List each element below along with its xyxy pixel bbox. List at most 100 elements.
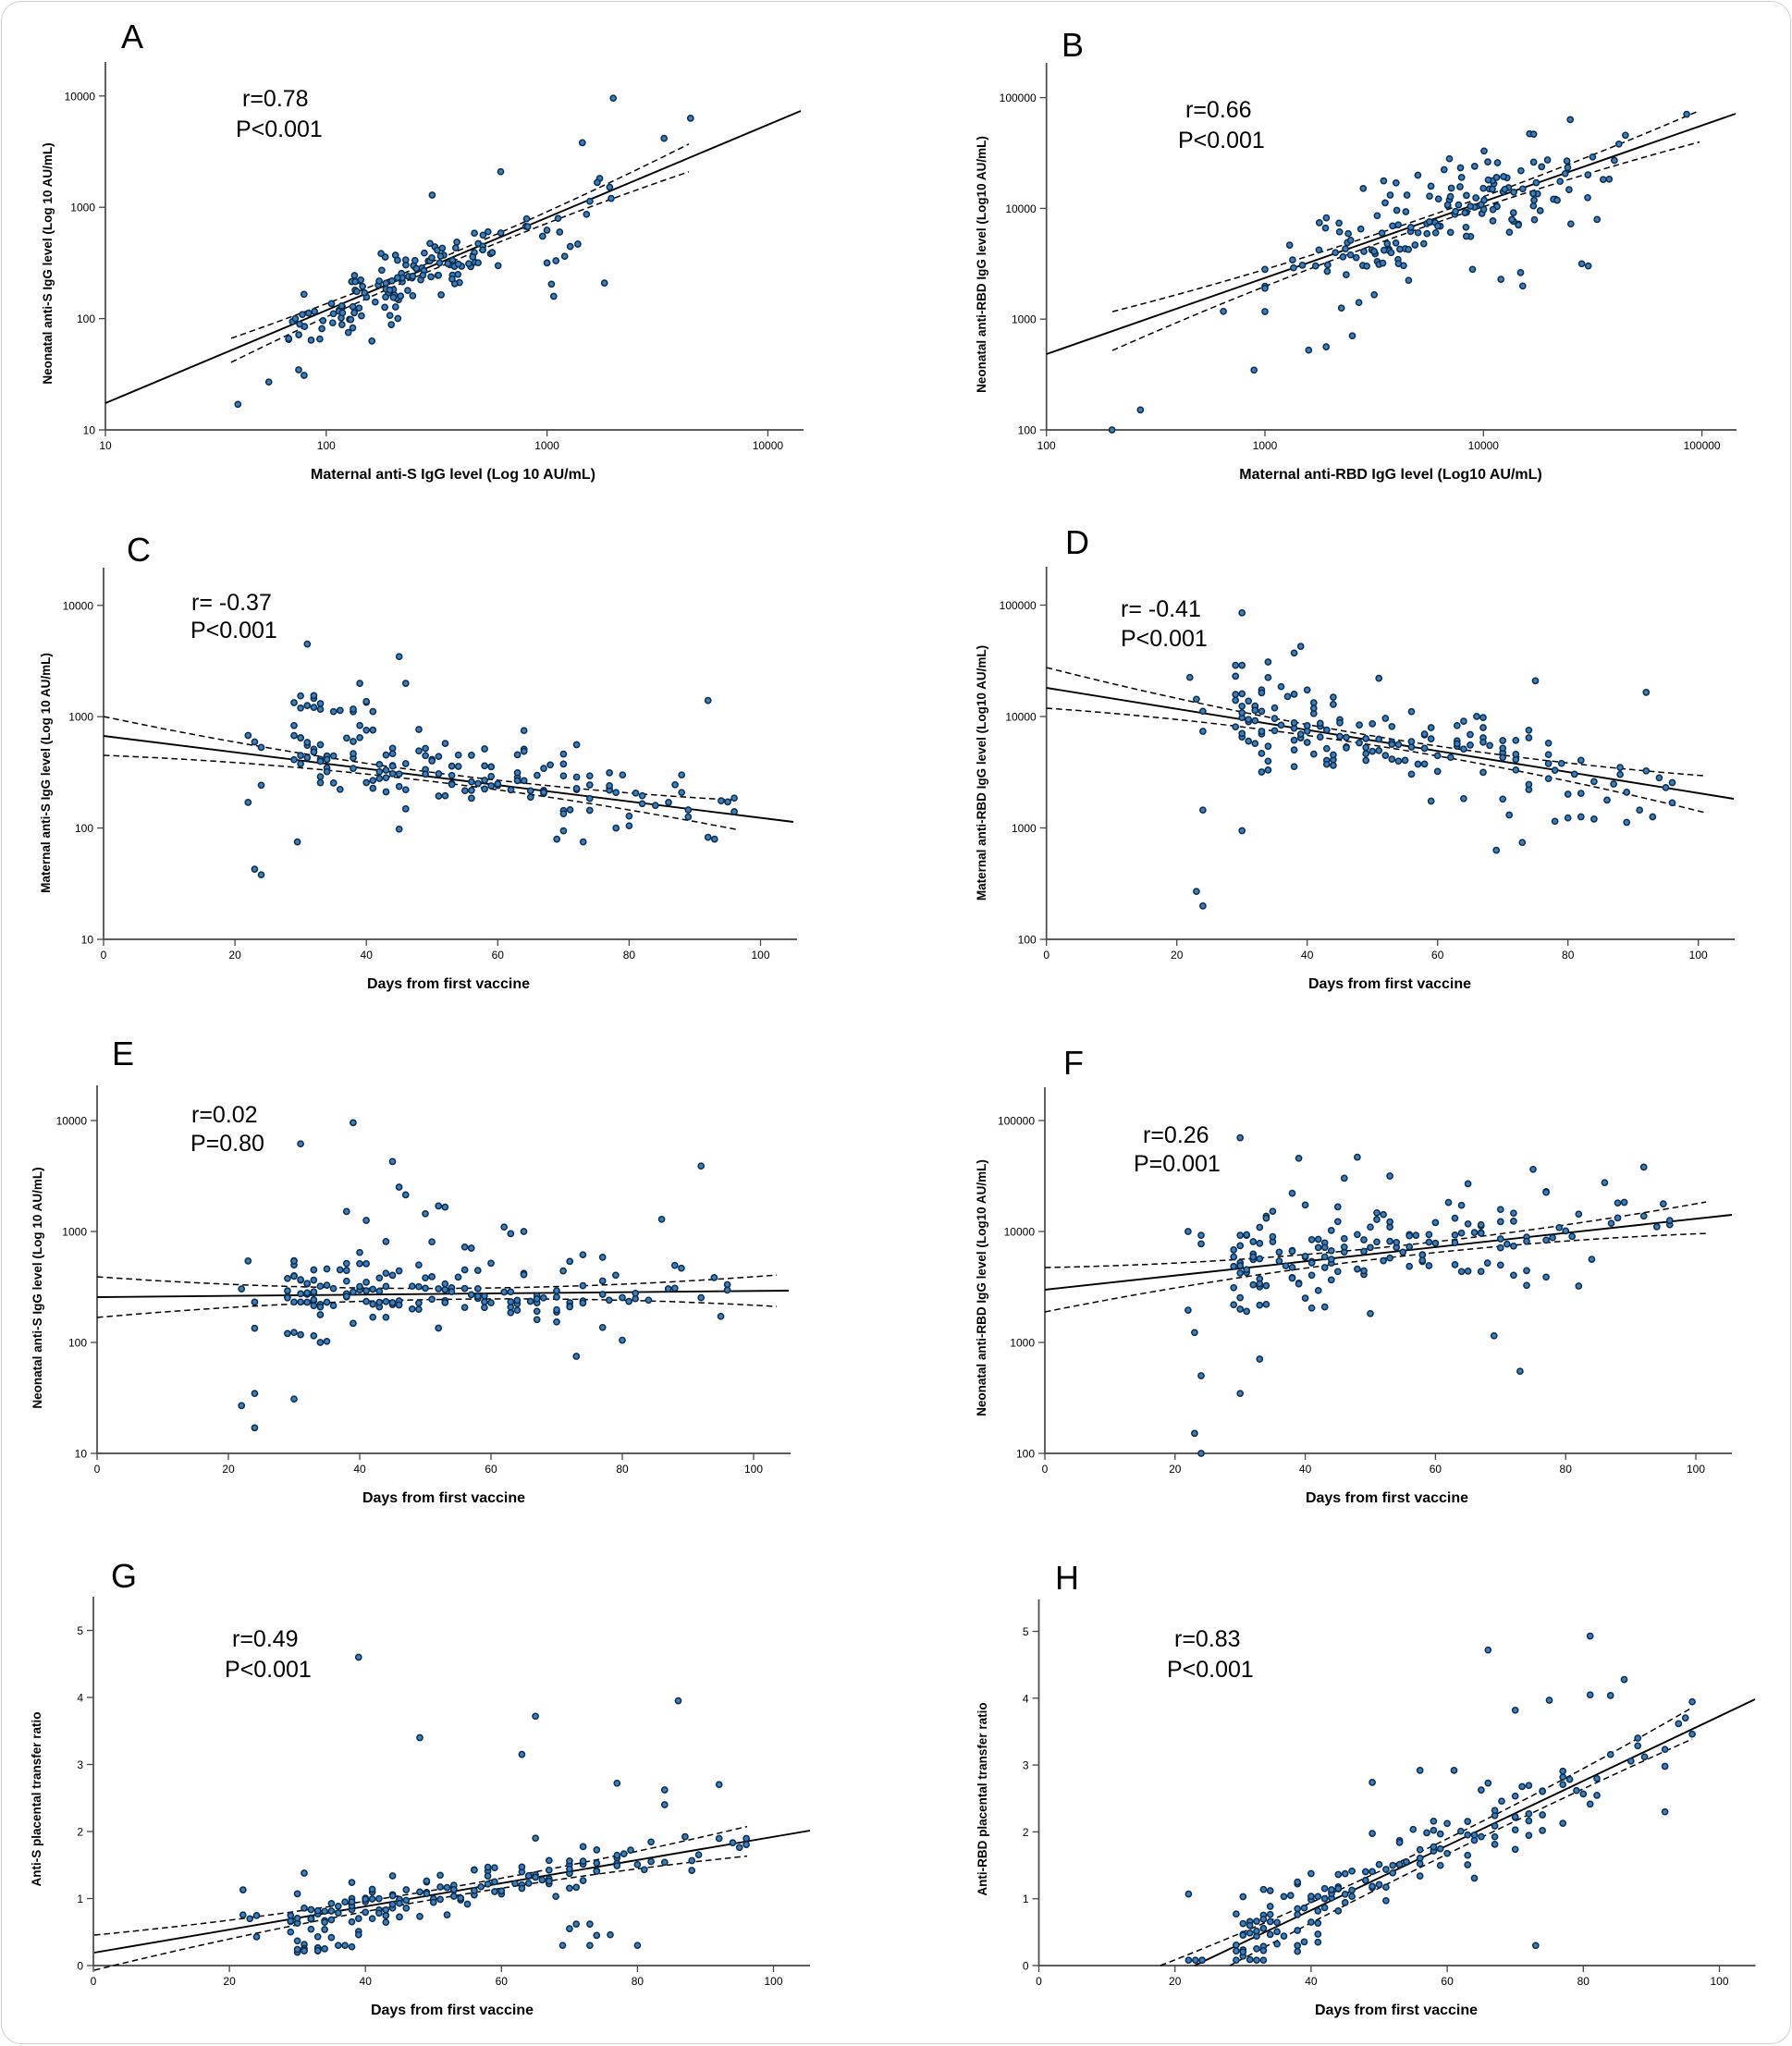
- svg-text:60: 60: [496, 1975, 509, 1988]
- svg-text:100: 100: [751, 949, 769, 962]
- svg-text:Days from first vaccine: Days from first vaccine: [362, 1490, 525, 1506]
- svg-text:20: 20: [1169, 1975, 1182, 1988]
- svg-text:10: 10: [75, 1448, 88, 1461]
- svg-text:100000: 100000: [998, 1115, 1035, 1128]
- svg-text:D: D: [1065, 523, 1089, 561]
- svg-text:80: 80: [1560, 1463, 1573, 1476]
- svg-text:0: 0: [94, 1463, 101, 1476]
- svg-text:Anti-RBD placental transfer ra: Anti-RBD placental transfer ratio: [976, 1702, 989, 1895]
- svg-text:100: 100: [1037, 439, 1056, 452]
- svg-text:H: H: [1055, 1559, 1079, 1597]
- svg-text:100: 100: [1018, 934, 1037, 947]
- svg-text:100: 100: [1018, 424, 1037, 437]
- svg-text:r=0.02: r=0.02: [191, 1102, 258, 1128]
- svg-text:P=0.001: P=0.001: [1134, 1151, 1221, 1177]
- svg-text:2: 2: [1023, 1826, 1029, 1839]
- svg-text:10000: 10000: [63, 599, 94, 612]
- svg-text:P<0.001: P<0.001: [190, 618, 277, 643]
- svg-text:60: 60: [1431, 949, 1444, 962]
- svg-text:100: 100: [77, 312, 95, 325]
- svg-text:Maternal anti-RBD IgG level (L: Maternal anti-RBD IgG level (Log10 AU/mL…: [975, 645, 988, 900]
- svg-text:E: E: [112, 1035, 134, 1072]
- svg-text:1000: 1000: [1012, 313, 1037, 326]
- svg-text:10000: 10000: [1005, 202, 1037, 215]
- svg-text:Neonatal anti-S IgG level (Log: Neonatal anti-S IgG level (Log 10 AU/mL): [31, 1167, 44, 1408]
- svg-text:3: 3: [1023, 1759, 1029, 1772]
- svg-text:P<0.001: P<0.001: [225, 1657, 312, 1683]
- svg-text:10: 10: [81, 934, 94, 947]
- svg-text:Maternal anti-S IgG level (Log: Maternal anti-S IgG level (Log 10 AU/mL): [311, 467, 595, 483]
- svg-text:0: 0: [91, 1975, 97, 1988]
- svg-text:0: 0: [1043, 949, 1049, 962]
- svg-text:P<0.001: P<0.001: [1178, 128, 1265, 153]
- svg-text:1000: 1000: [534, 439, 559, 452]
- svg-text:40: 40: [361, 949, 374, 962]
- svg-text:100: 100: [317, 439, 336, 452]
- svg-text:10000: 10000: [1004, 1226, 1036, 1239]
- svg-text:5: 5: [1023, 1625, 1029, 1638]
- svg-text:100000: 100000: [1684, 439, 1721, 452]
- svg-text:Days from first vaccine: Days from first vaccine: [371, 2003, 534, 2018]
- svg-text:r=0.49: r=0.49: [232, 1626, 299, 1652]
- svg-text:100: 100: [744, 1463, 763, 1476]
- svg-text:Neonatal anti-S IgG level (Log: Neonatal anti-S IgG level (Log 10 AU/mL): [41, 142, 55, 384]
- svg-text:Neonatal anti-RBD IgG level (L: Neonatal anti-RBD IgG level (Log10 AU/mL…: [975, 1159, 988, 1416]
- svg-text:G: G: [111, 1557, 137, 1595]
- svg-text:40: 40: [360, 1975, 373, 1988]
- svg-text:20: 20: [1169, 1463, 1182, 1476]
- svg-text:80: 80: [616, 1463, 629, 1476]
- svg-text:10000: 10000: [753, 439, 784, 452]
- svg-text:P=0.80: P=0.80: [190, 1131, 264, 1157]
- svg-text:1000: 1000: [1010, 1337, 1035, 1350]
- svg-text:100: 100: [1689, 949, 1708, 962]
- svg-text:1000: 1000: [62, 1226, 87, 1239]
- svg-text:40: 40: [1305, 1975, 1318, 1988]
- svg-text:Anti-S placental transfer rati: Anti-S placental transfer ratio: [30, 1711, 43, 1886]
- svg-text:40: 40: [1299, 1463, 1312, 1476]
- svg-text:100: 100: [1016, 1448, 1035, 1461]
- svg-text:1: 1: [1023, 1893, 1029, 1905]
- svg-text:60: 60: [1430, 1463, 1442, 1476]
- svg-text:0: 0: [1023, 1960, 1029, 1973]
- svg-text:60: 60: [485, 1463, 497, 1476]
- svg-text:4: 4: [77, 1692, 83, 1705]
- svg-text:100: 100: [1710, 1975, 1728, 1988]
- svg-text:40: 40: [1301, 949, 1314, 962]
- svg-text:P<0.001: P<0.001: [1121, 626, 1208, 652]
- svg-text:r= -0.41: r= -0.41: [1121, 596, 1201, 622]
- svg-text:4: 4: [1023, 1692, 1029, 1705]
- svg-text:r=0.78: r=0.78: [242, 86, 309, 112]
- svg-text:100: 100: [75, 822, 93, 835]
- svg-text:r= -0.37: r= -0.37: [191, 590, 272, 616]
- svg-text:100: 100: [68, 1337, 87, 1350]
- svg-text:A: A: [121, 18, 143, 55]
- svg-text:P<0.001: P<0.001: [1167, 1657, 1254, 1683]
- svg-text:1000: 1000: [70, 202, 95, 214]
- svg-text:1: 1: [77, 1893, 83, 1905]
- svg-text:r=0.83: r=0.83: [1174, 1626, 1241, 1652]
- svg-text:100000: 100000: [1000, 92, 1037, 104]
- svg-text:r=0.26: r=0.26: [1143, 1122, 1209, 1148]
- svg-text:40: 40: [353, 1463, 366, 1476]
- svg-text:80: 80: [632, 1975, 644, 1988]
- svg-text:Maternal anti-RBD IgG level (L: Maternal anti-RBD IgG level (Log10 AU/mL…: [1239, 467, 1541, 483]
- svg-text:Days from first vaccine: Days from first vaccine: [1308, 976, 1471, 992]
- svg-text:P<0.001: P<0.001: [236, 116, 323, 142]
- svg-text:r=0.66: r=0.66: [1185, 97, 1252, 123]
- svg-text:60: 60: [1441, 1975, 1454, 1988]
- svg-text:1000: 1000: [1253, 439, 1278, 452]
- svg-text:20: 20: [223, 1975, 236, 1988]
- svg-text:100: 100: [1687, 1463, 1705, 1476]
- svg-text:3: 3: [77, 1758, 83, 1771]
- svg-text:0: 0: [1042, 1463, 1049, 1476]
- svg-text:100000: 100000: [1000, 599, 1037, 612]
- svg-text:10000: 10000: [56, 1115, 88, 1128]
- svg-text:100: 100: [764, 1975, 782, 1988]
- svg-text:10000: 10000: [1005, 711, 1037, 724]
- svg-text:Maternal anti-S IgG level (Log: Maternal anti-S IgG level (Log 10 AU/mL): [39, 653, 53, 893]
- svg-text:20: 20: [1171, 949, 1184, 962]
- svg-text:Days from first vaccine: Days from first vaccine: [1315, 2003, 1478, 2018]
- svg-text:Days from first vaccine: Days from first vaccine: [1306, 1490, 1468, 1506]
- svg-text:1000: 1000: [68, 711, 93, 724]
- svg-text:2: 2: [77, 1826, 83, 1839]
